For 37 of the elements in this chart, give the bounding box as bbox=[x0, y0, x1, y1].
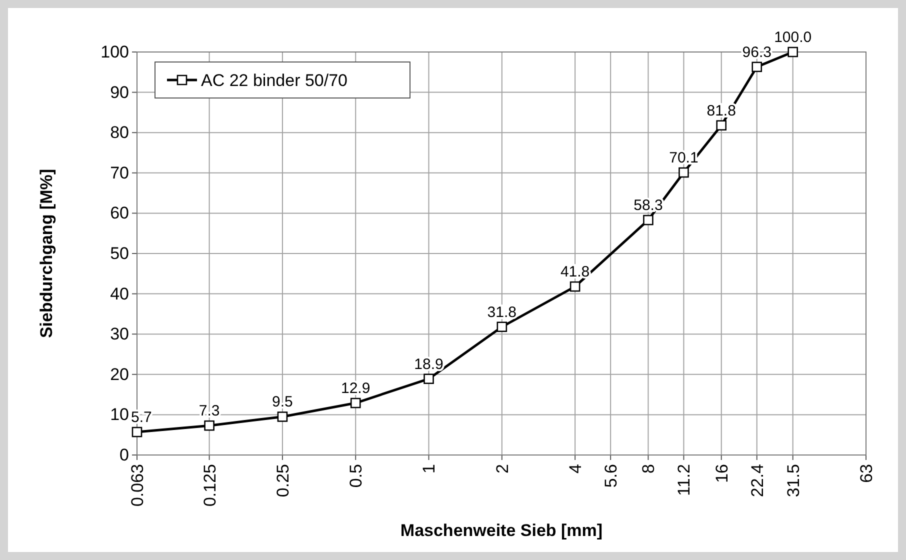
x-tick-label: 0.25 bbox=[273, 464, 292, 498]
y-tick-label: 100 bbox=[100, 42, 129, 62]
y-tick-label: 0 bbox=[120, 445, 129, 464]
data-label: 100.0 bbox=[774, 29, 812, 46]
x-tick-label: 0.125 bbox=[200, 464, 220, 507]
y-axis-title: Siebdurchgang [M%] bbox=[37, 168, 56, 338]
x-tick-label: 22.4 bbox=[748, 464, 767, 498]
x-tick-label: 1 bbox=[420, 464, 439, 474]
x-tick-label: 11.2 bbox=[674, 464, 694, 496]
data-label: 12.9 bbox=[341, 380, 370, 398]
y-tick-label: 20 bbox=[110, 364, 129, 384]
data-label: 5.7 bbox=[131, 409, 152, 426]
y-tick-label: 60 bbox=[110, 204, 129, 223]
y-tick-label: 90 bbox=[110, 82, 129, 102]
x-tick-label: 8 bbox=[639, 464, 658, 474]
x-tick-label: 31.5 bbox=[784, 464, 803, 498]
data-label: 96.3 bbox=[742, 44, 772, 61]
x-tick-label: 16 bbox=[712, 464, 732, 483]
x-tick-label: 5.6 bbox=[602, 464, 621, 488]
x-tick-label: 0.063 bbox=[128, 464, 147, 507]
y-tick-label: 50 bbox=[110, 244, 129, 263]
y-tick-label: 40 bbox=[110, 284, 129, 304]
y-tick-label: 30 bbox=[110, 324, 129, 344]
x-tick-label: 63 bbox=[856, 464, 876, 483]
data-label: 18.9 bbox=[414, 356, 444, 373]
y-tick-label: 10 bbox=[110, 405, 129, 424]
x-axis-title: Maschenweite Sieb [mm] bbox=[400, 521, 603, 540]
legend-label: AC 22 binder 50/70 bbox=[201, 70, 348, 90]
y-tick-label: 70 bbox=[110, 163, 129, 182]
data-label: 7.3 bbox=[198, 402, 220, 420]
x-tick-label: 0.5 bbox=[346, 464, 366, 488]
data-label: 31.8 bbox=[487, 304, 517, 321]
y-tick-label: 80 bbox=[110, 123, 129, 142]
data-label: 41.8 bbox=[560, 264, 590, 281]
x-tick-label: 4 bbox=[566, 464, 586, 474]
data-label: 9.5 bbox=[272, 394, 293, 411]
x-tick-label: 2 bbox=[492, 464, 512, 474]
